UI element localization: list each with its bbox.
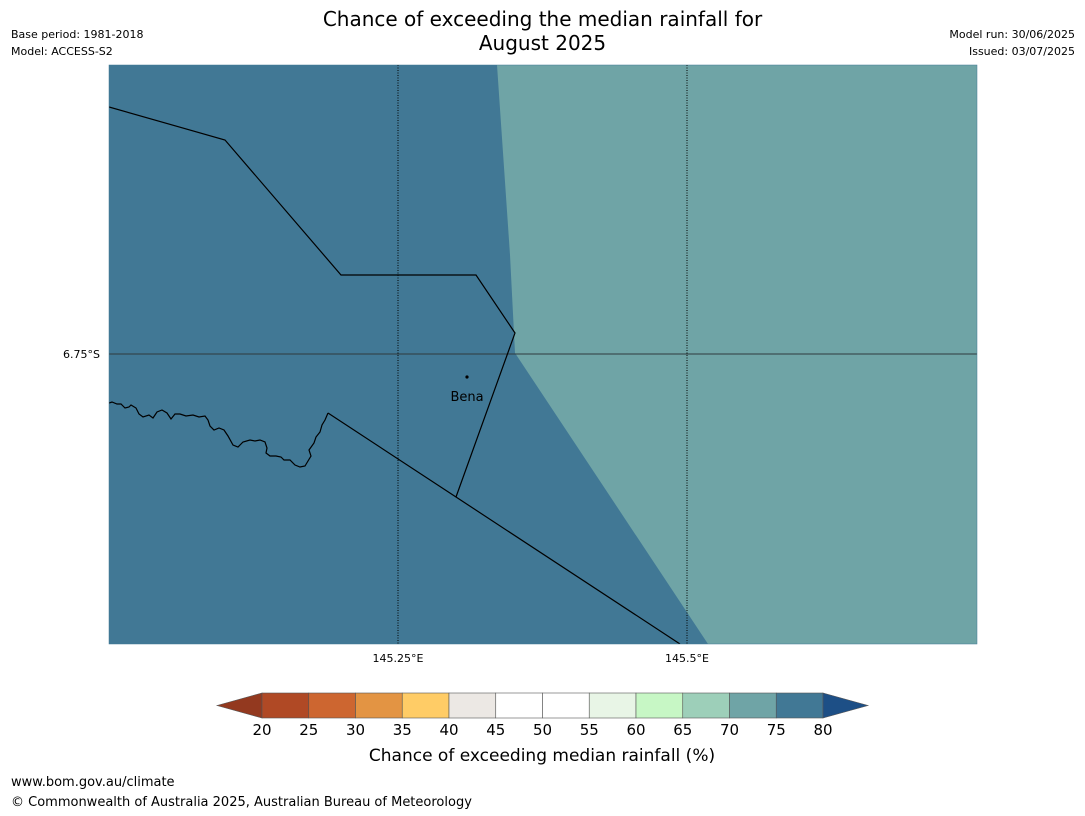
map-title: Chance of exceeding the median rainfall …: [0, 7, 1085, 55]
province-boundary-west: [109, 401, 329, 468]
colorbar-caption: Chance of exceeding median rainfall (%): [369, 746, 715, 766]
colorbar-tick-50: 50: [533, 721, 552, 739]
colorbar-bin-20-25: [261, 692, 310, 719]
colorbar-over-arrow: [822, 692, 870, 719]
colorbar-bin-30-35: [355, 692, 403, 719]
colorbar-bin-50-55: [542, 692, 590, 719]
colorbar-tick-70: 70: [720, 721, 739, 739]
lon-label-145-25e: 145.25°E: [373, 652, 424, 665]
map-title-line1: Chance of exceeding the median rainfall …: [322, 7, 763, 31]
colorbar-tick-60: 60: [626, 721, 645, 739]
colorbar-tick-30: 30: [346, 721, 365, 739]
map-area: Bena: [109, 65, 977, 644]
model-text: Model: ACCESS-S2: [11, 45, 113, 58]
colorbar-tick-75: 75: [767, 721, 786, 739]
model-run-text: Model run: 30/06/2025: [949, 28, 1075, 41]
colorbar-bin-70-75: [729, 692, 777, 719]
lat-label-6-75s: 6.75°S: [63, 348, 100, 361]
place-label-bena: Bena: [450, 390, 483, 405]
colorbar-bin-40-45: [448, 692, 497, 719]
colorbar-tick-20: 20: [252, 721, 271, 739]
province-boundary-south: [327, 412, 681, 644]
province-boundary-north: [109, 106, 516, 498]
colorbar-tick-35: 35: [393, 721, 412, 739]
base-period-text: Base period: 1981-2018: [11, 28, 144, 41]
colorbar-bin-65-70: [682, 692, 730, 719]
colorbar-bin-25-30: [308, 692, 356, 719]
footer-url: www.bom.gov.au/climate: [11, 775, 175, 790]
colorbar-bins: [261, 692, 824, 719]
colorbar-bin-45-50: [495, 692, 543, 719]
colorbar-ticks: 20 25 30 35 40 45 50 55 60 65 70 75 80: [252, 721, 832, 739]
map-title-line2: August 2025: [478, 31, 607, 55]
meta-left: Base period: 1981-2018 Model: ACCESS-S2: [11, 26, 143, 60]
colorbar-bin-55-60: [588, 692, 637, 719]
map-frame: [108, 64, 978, 645]
place-marker-bena: [465, 375, 469, 379]
colorbar-tick-40: 40: [439, 721, 458, 739]
colorbar-tick-80: 80: [813, 721, 832, 739]
meta-right: Model run: 30/06/2025 Issued: 03/07/2025: [949, 26, 1075, 60]
colorbar-bin-35-40: [401, 692, 450, 719]
colorbar-tick-45: 45: [486, 721, 505, 739]
footer-copyright: © Commonwealth of Australia 2025, Austra…: [11, 795, 472, 810]
issued-text: Issued: 03/07/2025: [968, 45, 1075, 58]
colorbar-bin-75-80: [775, 692, 824, 719]
map-panel: Bena 6.75°S 145.25°E 145.5°E: [63, 64, 978, 665]
colorbar-under-arrow: [215, 692, 263, 719]
lon-label-145-5e: 145.5°E: [665, 652, 709, 665]
colorbar-bin-60-65: [635, 692, 684, 719]
colorbar-tick-65: 65: [673, 721, 692, 739]
colorbar-tick-25: 25: [299, 721, 318, 739]
colorbar-tick-55: 55: [580, 721, 599, 739]
